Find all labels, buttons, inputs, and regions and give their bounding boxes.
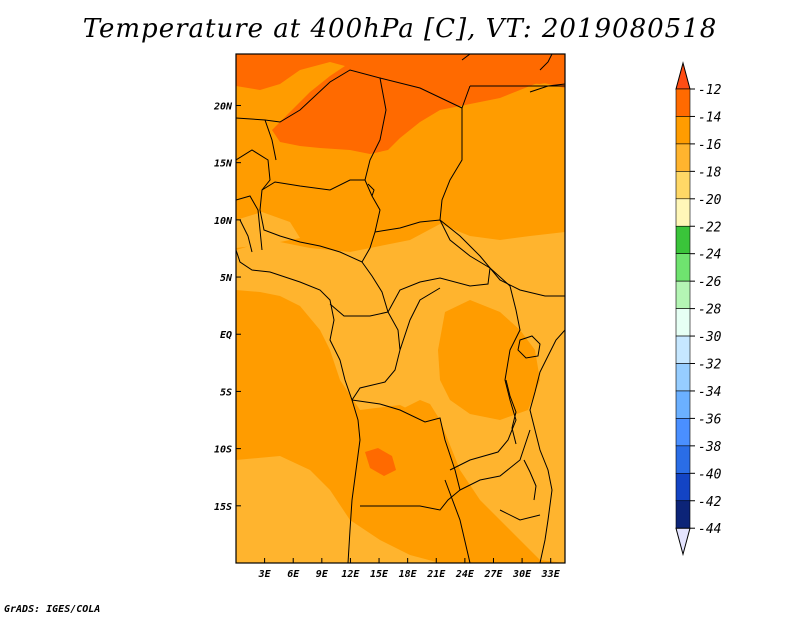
colorbar-label: -40 (698, 467, 722, 482)
border-zambia (444, 429, 541, 563)
warm-region-north (236, 54, 565, 154)
lon-tick-label: 24E (455, 569, 475, 580)
colorbar-label: -44 (698, 522, 721, 537)
colorbar-swatch (675, 116, 691, 145)
colorbar-label: -20 (698, 193, 722, 208)
colorbar-label: -32 (698, 358, 722, 373)
temperature-field (236, 54, 565, 563)
colorbar-label: -34 (698, 385, 721, 400)
lon-tick-label: 12E (341, 569, 360, 580)
lat-tick-label: 20N (213, 101, 233, 112)
colorbar: -12 -14 -16 -18 -20 -22 -24 -26 -28 -30 -32 -34 -36 -… (675, 61, 722, 557)
colorbar-swatch (675, 472, 691, 502)
lat-tick-label: 15N (214, 159, 233, 170)
lake-victoria (517, 335, 541, 359)
colorbar-swatch (675, 308, 691, 337)
colorbar-label: -12 (698, 83, 722, 98)
lon-tick-label: 33E (541, 569, 561, 580)
warm-spot-angola (365, 448, 396, 476)
colorbar-label: -36 (698, 412, 722, 427)
lon-tick-label: 15E (370, 569, 389, 580)
colorbar-swatch (675, 143, 691, 172)
cool-region-west (236, 212, 300, 248)
colorbar-label: -38 (698, 440, 722, 455)
colorbar-swatch (675, 88, 691, 117)
colorbar-bottom-arrow (675, 527, 691, 557)
lat-tick-label: 5N (220, 273, 233, 284)
border-sudan-south (439, 219, 565, 297)
colorbar-label: -42 (698, 495, 722, 510)
lat-tick-label: 10N (214, 216, 233, 227)
grads-credit: GrADS: IGES/COLA (4, 604, 101, 615)
border-congo-drc (351, 287, 441, 401)
colorbar-swatch (675, 390, 691, 419)
colorbar-label: -16 (698, 138, 722, 153)
red-sea-coast (529, 54, 565, 93)
lat-tick-label: EQ (220, 330, 232, 341)
map-title: Temperature at 400hPa [C], VT: 201908051… (82, 14, 718, 44)
coastline-east (529, 329, 565, 563)
lon-tick-label: 21E (426, 569, 446, 580)
lon-tick-label: 9E (316, 569, 329, 580)
colorbar-top-arrow (675, 61, 691, 90)
lon-tick-label: 3E (258, 569, 272, 580)
border-niger-chad (379, 77, 463, 221)
warm-pocket-angola (352, 405, 445, 510)
colorbar-label: -22 (698, 220, 722, 235)
lon-tick-label: 27E (483, 569, 503, 580)
cool-region-southwest (236, 456, 440, 563)
colorbar-swatch (675, 445, 691, 474)
colorbar-swatch (675, 198, 691, 227)
lake-malawi (523, 459, 537, 501)
lon-tick-label: 18E (399, 569, 418, 580)
latitude-axis: 20N 15N 10N 5N EQ 5S 10S 15S (213, 101, 241, 513)
colorbar-swatch (675, 280, 691, 309)
lat-tick-label: 10S (214, 445, 232, 456)
colorbar-label: -14 (698, 110, 721, 125)
coastline-west (236, 249, 361, 563)
colorbar-swatch (675, 335, 691, 364)
colorbar-swatch (675, 418, 691, 447)
border-nigeria (259, 179, 381, 263)
colorbar-label: -26 (698, 275, 722, 290)
lat-tick-label: 5S (220, 387, 232, 398)
colorbar-label: -24 (698, 248, 721, 263)
lon-tick-label: 6E (287, 569, 300, 580)
country-borders (236, 54, 565, 563)
colorbar-swatch (675, 363, 691, 392)
colorbar-swatch (675, 253, 691, 282)
colorbar-swatch (675, 171, 691, 200)
border-westafrica (236, 149, 271, 253)
lake-tanganyika (505, 379, 517, 445)
border-mali-niger (264, 69, 387, 181)
colorbar-swatch (675, 225, 691, 255)
colorbar-label: -18 (698, 165, 722, 180)
border-mali-west (236, 117, 277, 161)
colorbar-label: -30 (698, 330, 722, 345)
lake-chad (367, 183, 375, 197)
lat-tick-label: 15S (214, 502, 232, 513)
warm-pocket-east (438, 300, 540, 420)
border-angola (351, 399, 461, 511)
colorbar-label: -28 (698, 303, 722, 318)
warm-spot-sudan (470, 56, 565, 84)
lon-tick-label: 30E (512, 569, 532, 580)
border-drc-east (449, 267, 521, 471)
colorbar-swatch (675, 500, 691, 529)
longitude-axis: 3E 6E 9E 12E 15E 18E 21E 24E 27E 30E 33E (258, 558, 561, 580)
map-frame (235, 53, 566, 564)
